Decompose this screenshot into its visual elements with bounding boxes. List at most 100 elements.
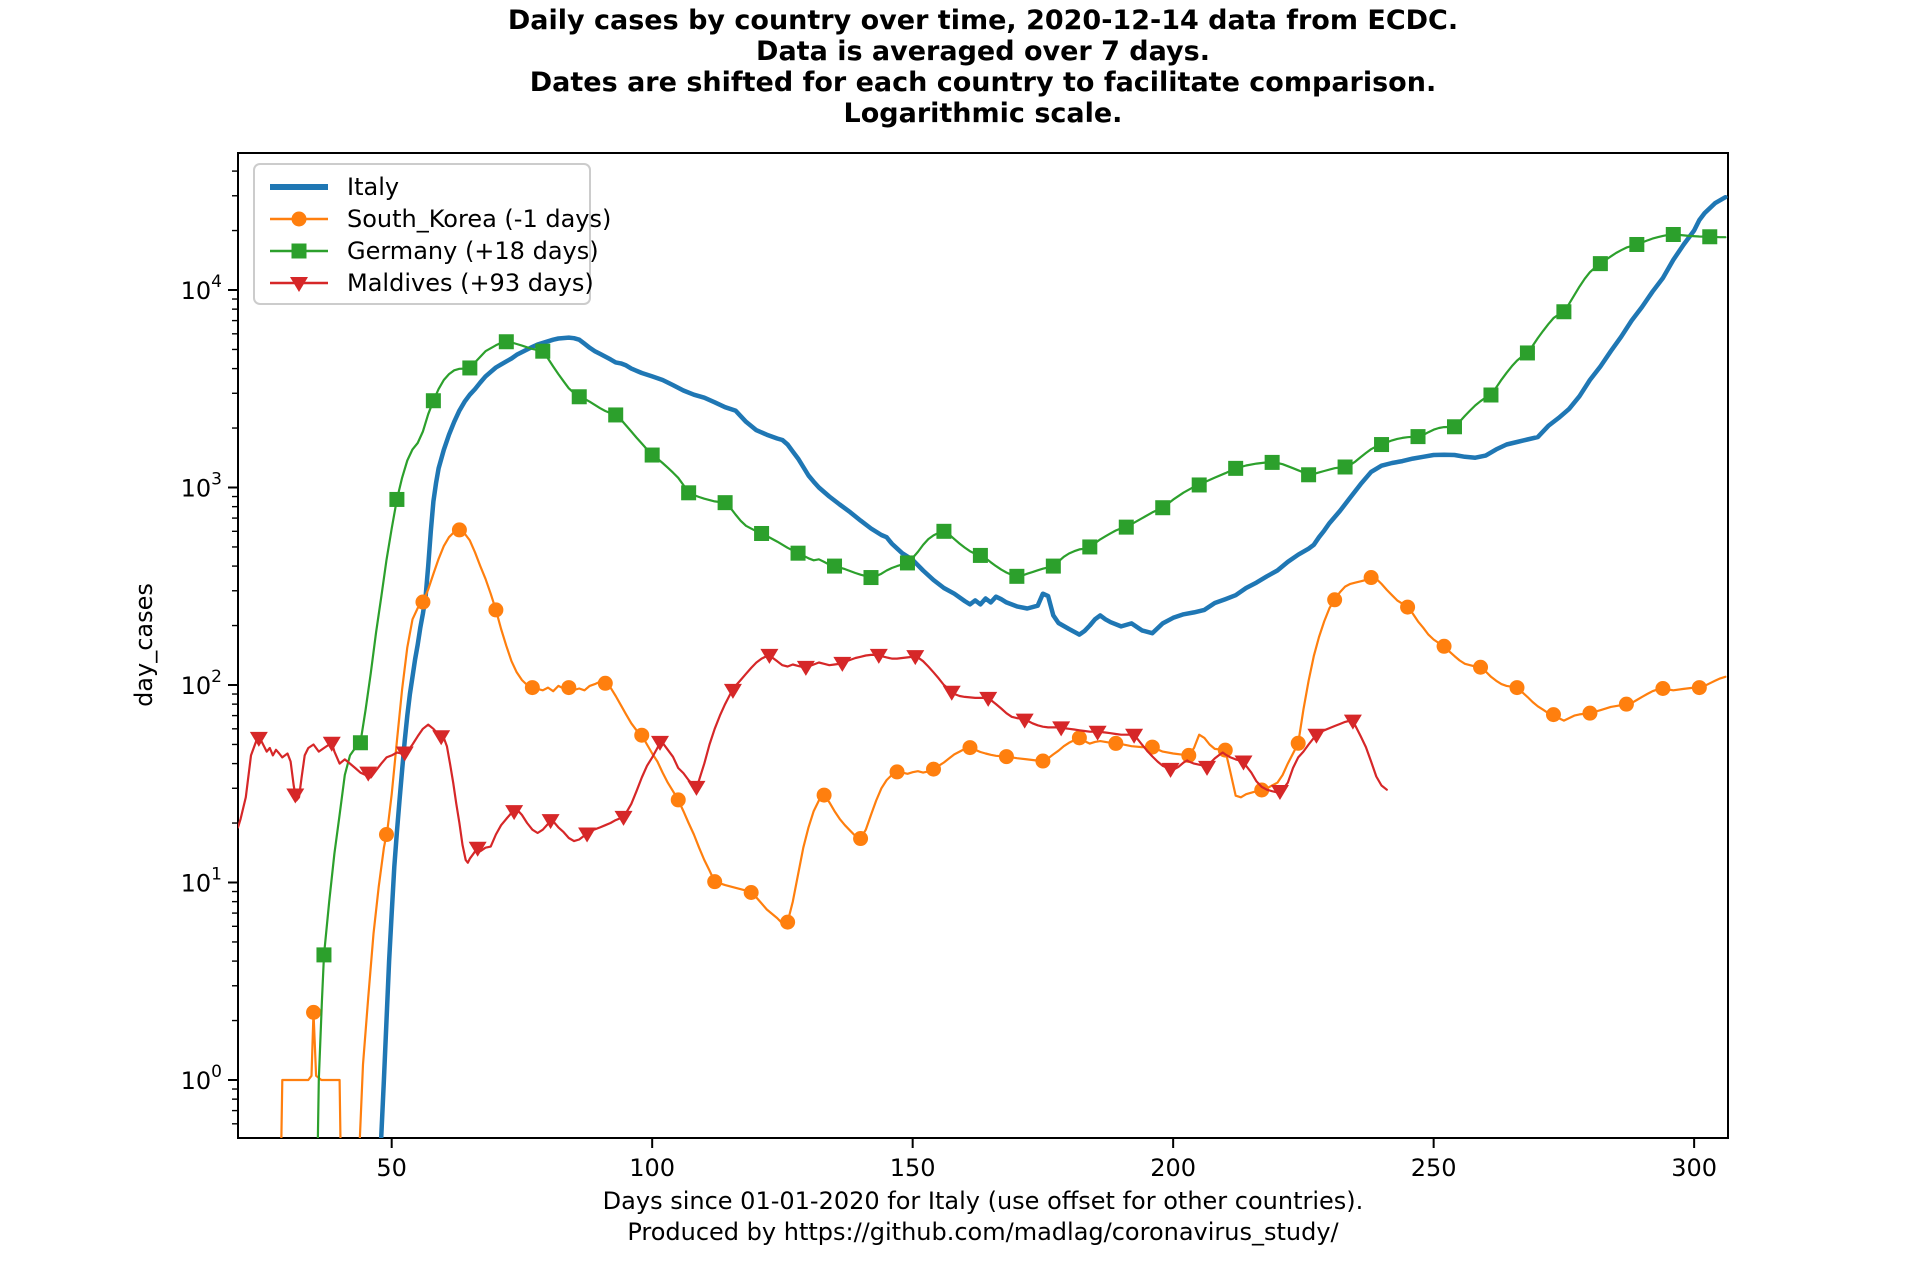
- series-marker-maldives: [322, 736, 341, 752]
- series-marker-germany: [352, 735, 368, 751]
- x-tick-label: 250: [1411, 1154, 1457, 1182]
- series-marker-south-korea: [1655, 681, 1671, 697]
- series-marker-germany: [1118, 519, 1134, 535]
- series-marker-germany: [863, 570, 879, 586]
- series-marker-maldives: [505, 805, 524, 821]
- series-marker-maldives: [614, 810, 633, 826]
- series-marker-south-korea: [1108, 735, 1124, 751]
- series-marker-south-korea: [561, 680, 577, 696]
- series-marker-south-korea: [1035, 753, 1051, 769]
- series-marker-maldives: [1307, 728, 1326, 744]
- series-marker-south-korea: [306, 1004, 322, 1020]
- series-marker-south-korea: [488, 602, 504, 618]
- legend-label-italy: Italy: [347, 173, 400, 201]
- legend-sample-south-korea: [270, 211, 328, 227]
- series-marker-germany: [1264, 454, 1280, 470]
- data-series-layer: [238, 194, 1728, 1138]
- series-marker-germany: [1592, 256, 1608, 272]
- x-axis-label-block: Days since 01-01-2020 for Italy (use off…: [238, 1186, 1728, 1248]
- legend-item-italy: Italy: [267, 171, 579, 203]
- series-marker-south-korea: [780, 914, 796, 930]
- series-marker-south-korea: [1290, 735, 1306, 751]
- series-marker-maldives: [249, 731, 268, 747]
- series-marker-maldives: [468, 841, 487, 857]
- y-tick-label: 101: [181, 865, 222, 898]
- series-marker-germany: [535, 343, 551, 359]
- series-marker-germany: [754, 525, 770, 541]
- series-marker-germany: [681, 485, 697, 501]
- legend-item-maldives: Maldives (+93 days): [267, 267, 594, 299]
- y-tick-label: 103: [181, 470, 222, 503]
- series-marker-germany: [1410, 429, 1426, 445]
- legend-label-south-korea: South_Korea (-1 days): [347, 205, 612, 233]
- series-marker-south-korea: [962, 740, 978, 756]
- x-axis-label: Days since 01-01-2020 for Italy (use off…: [602, 1187, 1364, 1215]
- series-marker-south-korea: [1473, 659, 1489, 675]
- series-italy: [378, 194, 1728, 1138]
- series-marker-germany: [1191, 477, 1207, 493]
- series-marker-south-korea: [451, 522, 467, 538]
- series-marker-germany: [1483, 387, 1499, 403]
- legend-marker-germany: [291, 243, 307, 259]
- series-marker-south-korea: [1582, 705, 1598, 721]
- series-marker-maldives: [942, 685, 961, 701]
- series-marker-maldives: [578, 827, 597, 843]
- series-marker-maldives: [541, 814, 560, 830]
- series-marker-germany: [790, 545, 806, 561]
- series-marker-south-korea: [816, 787, 832, 803]
- series-marker-south-korea: [1400, 599, 1416, 615]
- series-marker-maldives: [869, 648, 888, 664]
- series-marker-south-korea: [670, 792, 686, 808]
- series-marker-maldives: [1015, 713, 1034, 729]
- legend-sample-germany: [270, 243, 328, 259]
- legend-label-maldives: Maldives (+93 days): [347, 269, 594, 297]
- series-marker-germany: [1374, 437, 1390, 453]
- series-marker-maldives: [1052, 721, 1071, 737]
- series-marker-south-korea: [1691, 680, 1707, 696]
- series-marker-germany: [316, 947, 332, 963]
- series-marker-south-korea: [1181, 747, 1197, 763]
- legend-sample-italy: [270, 184, 328, 190]
- series-marker-germany: [717, 495, 733, 511]
- series-marker-germany: [1556, 304, 1572, 320]
- series-marker-germany: [1301, 467, 1317, 483]
- x-tick-label: 100: [629, 1154, 675, 1182]
- series-marker-maldives: [395, 746, 414, 762]
- series-marker-germany: [1045, 558, 1061, 574]
- x-tick-label: 150: [890, 1154, 936, 1182]
- series-marker-germany: [608, 407, 624, 423]
- series-marker-maldives: [723, 683, 742, 699]
- x-tick-label: 50: [376, 1154, 407, 1182]
- series-marker-germany: [462, 360, 478, 376]
- series-marker-south-korea: [1436, 638, 1452, 654]
- series-marker-south-korea: [707, 874, 723, 890]
- series-marker-maldives: [650, 735, 669, 751]
- x-tick-label: 200: [1150, 1154, 1196, 1182]
- series-marker-maldives: [1088, 725, 1107, 741]
- series-marker-germany: [571, 389, 587, 405]
- y-tick-label: 100: [181, 1062, 222, 1095]
- series-marker-maldives: [906, 650, 925, 666]
- series-marker-south-korea: [1327, 592, 1343, 608]
- series-marker-maldives: [1125, 728, 1144, 744]
- series-marker-south-korea: [524, 680, 540, 696]
- series-marker-south-korea: [1363, 570, 1379, 586]
- series-marker-germany: [1629, 236, 1645, 252]
- chart-title: Daily cases by country over time, 2020-1…: [238, 5, 1728, 129]
- legend: Italy South_Korea (-1 days) Germany (+18 d…: [253, 163, 611, 305]
- series-marker-germany: [899, 555, 915, 571]
- y-tick-label: 104: [181, 272, 222, 305]
- series-marker-south-korea: [853, 831, 869, 847]
- series-marker-south-korea: [1144, 739, 1160, 755]
- series-maldives: [238, 648, 1388, 864]
- series-marker-south-korea: [743, 884, 759, 900]
- legend-marker-south-korea: [291, 211, 307, 227]
- series-marker-south-korea: [1545, 707, 1561, 723]
- series-marker-south-korea: [926, 761, 942, 777]
- series-marker-maldives: [1198, 760, 1217, 776]
- series-marker-south-korea: [998, 749, 1014, 765]
- series-marker-germany: [425, 393, 441, 409]
- series-marker-maldives: [432, 730, 451, 746]
- series-marker-maldives: [979, 691, 998, 707]
